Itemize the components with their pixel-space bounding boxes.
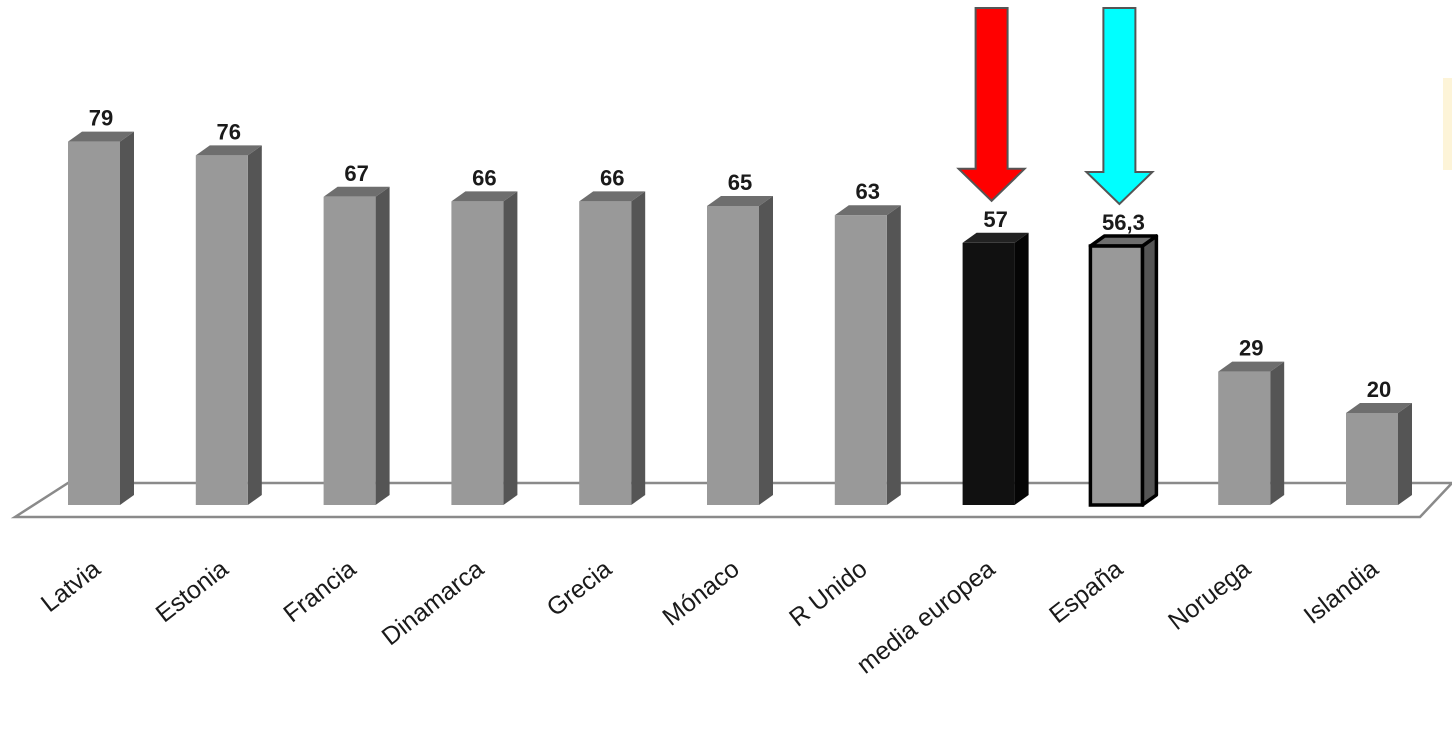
value-label-r-unido: 63 [856, 179, 880, 204]
bar-grecia [579, 191, 646, 505]
category-label-r-unido: R Unido [784, 555, 872, 633]
bar-r-unido [834, 205, 901, 505]
category-label-dinamarca: Dinamarca [377, 555, 490, 652]
value-label-noruega: 29 [1239, 336, 1263, 361]
value-label-media-europea: 57 [983, 207, 1007, 232]
bar-monaco [707, 196, 773, 505]
value-label-islandia: 20 [1367, 377, 1391, 402]
value-label-francia: 67 [344, 161, 368, 186]
bar-francia [323, 186, 390, 506]
value-label-latvia: 79 [89, 106, 113, 131]
category-label-islandia: Islandia [1299, 555, 1384, 630]
category-label-noruega: Noruega [1163, 555, 1256, 636]
bar-islandia [1346, 403, 1412, 505]
legend-swatch-fragment [1443, 78, 1452, 170]
value-label-monaco: 65 [728, 170, 752, 195]
category-label-monaco: Mónaco [657, 555, 744, 632]
value-label-dinamarca: 66 [472, 165, 496, 190]
value-label-estonia: 76 [217, 119, 241, 144]
category-label-grecia: Grecia [542, 555, 617, 622]
category-label-latvia: Latvia [36, 555, 106, 618]
category-label-media-europea: media europea [852, 555, 1001, 680]
bar-noruega [1218, 361, 1285, 505]
category-label-espana: España [1044, 555, 1128, 629]
arrow-espana [1083, 7, 1155, 206]
bar-media-europea [962, 232, 1029, 506]
category-label-francia: Francia [278, 555, 361, 628]
value-label-grecia: 66 [600, 165, 624, 190]
bar-latvia [68, 131, 134, 505]
bar-dinamarca [451, 191, 518, 505]
arrow-media-europea [956, 7, 1028, 203]
bar-espana [1088, 234, 1159, 507]
category-label-estonia: Estonia [151, 555, 234, 628]
value-label-espana: 56,3 [1102, 210, 1145, 235]
bar-estonia [195, 145, 262, 505]
